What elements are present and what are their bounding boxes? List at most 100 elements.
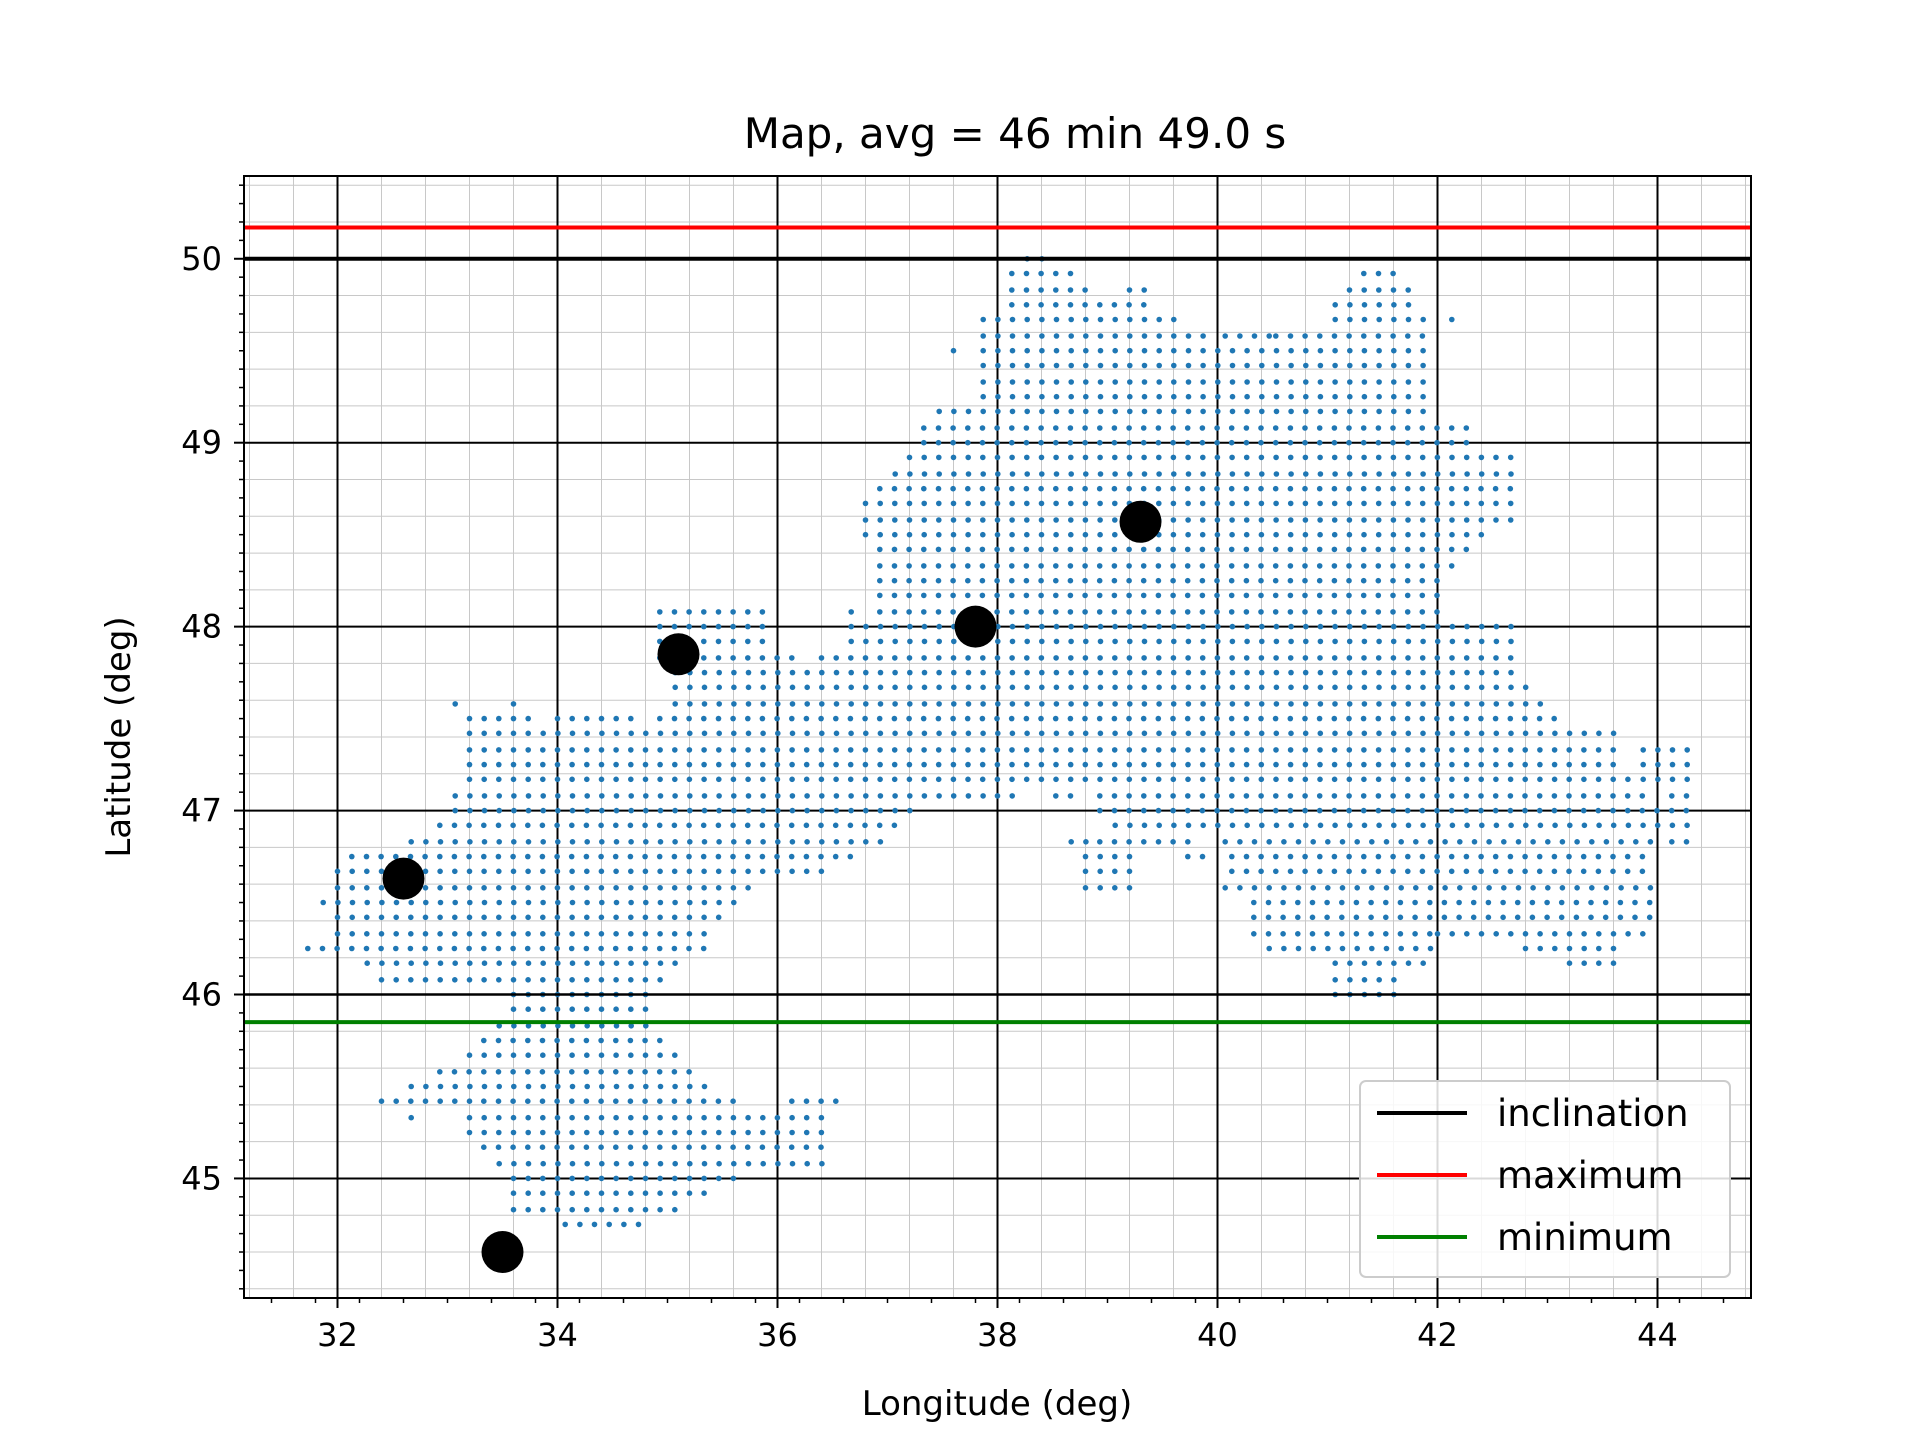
data-point [1141, 730, 1148, 737]
data-point [1126, 439, 1132, 446]
data-point [775, 730, 781, 737]
data-point [1222, 333, 1228, 339]
data-point [1463, 439, 1470, 446]
data-point [1669, 822, 1676, 829]
data-point [1229, 408, 1236, 415]
data-point [1141, 701, 1148, 707]
data-point [1273, 500, 1279, 507]
data-point [1009, 333, 1016, 339]
data-point [584, 868, 590, 875]
data-point [1258, 730, 1265, 737]
data-point [760, 669, 766, 676]
data-point [320, 899, 327, 906]
data-point [1141, 408, 1148, 415]
data-point [1053, 393, 1060, 400]
data-point [363, 853, 370, 860]
data-point [744, 822, 751, 829]
data-point [1287, 747, 1294, 753]
reference-lines [244, 225, 1751, 1025]
data-point [1376, 362, 1382, 369]
data-point [1419, 333, 1426, 339]
data-point [701, 899, 708, 906]
data-point [1493, 517, 1499, 523]
data-point [481, 945, 487, 952]
data-point [495, 822, 502, 829]
data-point [364, 899, 371, 906]
data-point [481, 1129, 488, 1136]
data-point [628, 1052, 634, 1058]
data-point [965, 761, 971, 768]
data-point [613, 899, 620, 906]
data-point [1170, 776, 1177, 783]
data-point [701, 914, 707, 921]
data-point [1229, 822, 1236, 829]
data-point [1347, 393, 1353, 400]
data-point [715, 655, 722, 661]
data-point [408, 931, 414, 937]
legend-label-inclination: inclination [1497, 1092, 1689, 1135]
data-point [1434, 931, 1441, 937]
data-point [1522, 776, 1528, 783]
data-point [1141, 822, 1148, 829]
data-point [1346, 609, 1352, 615]
data-point [1170, 485, 1176, 492]
data-point [1390, 454, 1397, 461]
data-point [980, 408, 986, 415]
data-point [525, 1144, 531, 1150]
data-point [598, 945, 604, 952]
data-point [1390, 684, 1397, 691]
data-point [1463, 517, 1470, 523]
x-tick-label: 42 [1417, 1316, 1458, 1354]
data-point [935, 563, 942, 569]
data-point [540, 1129, 546, 1136]
data-point [1346, 853, 1352, 860]
data-point [950, 592, 956, 599]
data-point [334, 945, 340, 952]
data-point [1405, 730, 1412, 737]
data-point [642, 1129, 649, 1136]
data-point [554, 776, 561, 783]
data-point [950, 546, 956, 553]
data-point [1082, 425, 1088, 431]
data-point [1309, 899, 1316, 906]
data-point [1434, 655, 1441, 661]
data-point [1493, 931, 1499, 937]
data-point [1375, 776, 1382, 783]
data-point [715, 853, 722, 860]
data-point [1419, 485, 1426, 492]
data-point [1214, 609, 1220, 615]
data-point [319, 945, 326, 952]
data-point [569, 1175, 575, 1182]
data-point [950, 347, 957, 354]
data-point [877, 730, 884, 737]
data-point [906, 531, 913, 538]
data-point [1009, 517, 1015, 523]
data-point [1507, 485, 1514, 492]
data-point [1303, 471, 1309, 477]
data-point [1127, 471, 1133, 477]
data-point [891, 761, 898, 768]
data-point [554, 1175, 561, 1182]
data-point [862, 531, 869, 538]
data-point [1376, 684, 1382, 691]
data-point [584, 931, 590, 937]
data-point [1067, 592, 1074, 599]
data-point [1126, 853, 1133, 860]
data-point [1024, 655, 1030, 661]
data-point [1383, 945, 1390, 952]
data-point [1009, 362, 1016, 369]
data-point [1214, 454, 1221, 461]
data-point [1097, 379, 1104, 385]
data-point [716, 730, 722, 737]
data-point [524, 945, 531, 952]
data-point [965, 747, 971, 753]
data-point [1507, 500, 1514, 507]
data-point [1112, 333, 1118, 339]
data-point [994, 454, 1001, 461]
data-point [745, 684, 752, 691]
data-point [1316, 807, 1323, 814]
data-point [1199, 609, 1206, 615]
data-point [1258, 531, 1265, 538]
data-point [936, 471, 942, 477]
y-tick-label: 49 [181, 424, 222, 462]
